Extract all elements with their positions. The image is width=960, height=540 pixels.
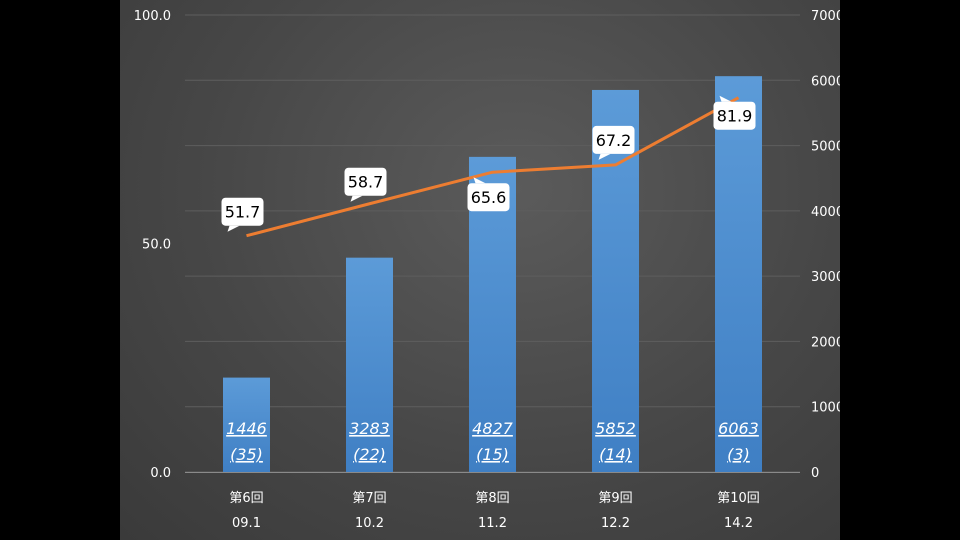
combo-chart: 0.0 50.0 100.0 0 1000 2000 3000 4000 5000 6000 700… <box>134 9 840 531</box>
line-value-label: 65.6 <box>471 188 507 207</box>
line-label-pointer <box>350 195 363 202</box>
right-axis-tick-label: 4000 <box>811 205 840 220</box>
line-label-pointer <box>719 95 732 102</box>
right-axis-tick-label: 3000 <box>811 270 840 285</box>
bar-count-label: (15) <box>476 445 509 464</box>
right-axis-tick-label: 2000 <box>811 335 840 350</box>
x-category-label: 第6回 <box>229 491 263 506</box>
chart-panel: 0.0 50.0 100.0 0 1000 2000 3000 4000 5000 6000 700… <box>120 0 840 540</box>
line-value-label: 58.7 <box>348 173 384 192</box>
line-label-pointer <box>473 177 486 184</box>
left-axis-tick-label: 50.0 <box>142 238 171 253</box>
x-category-sublabel: 10.2 <box>355 516 384 531</box>
line-label-pointer <box>227 225 240 232</box>
x-category-label: 第8回 <box>475 491 509 506</box>
line-value-label: 81.9 <box>717 107 753 126</box>
left-axis-tick-label: 0.0 <box>150 466 171 481</box>
left-axis-tick-label: 100.0 <box>134 9 171 24</box>
bar-series <box>223 76 762 473</box>
bar-count-label: (3) <box>727 445 750 464</box>
x-category-label: 第10回 <box>717 491 760 506</box>
x-category-sublabel: 14.2 <box>724 516 753 531</box>
bar-value-label: 1446 <box>226 419 267 438</box>
data-labels: 1446 (35) 3283 (22) 4827 (15) 5852 (14) 6063 (3) 5… <box>221 95 759 464</box>
bar <box>346 257 393 472</box>
x-category-label: 第7回 <box>352 491 386 506</box>
x-category-label: 第9回 <box>598 491 632 506</box>
line-label-box <box>592 125 635 154</box>
right-axis-tick-label: 5000 <box>811 140 840 155</box>
bar-value-label: 4827 <box>472 419 514 438</box>
bar-count-label: (14) <box>599 445 632 464</box>
bar <box>715 76 762 472</box>
line-label-box <box>221 197 264 226</box>
x-category-sublabel: 12.2 <box>601 516 630 531</box>
bar-value-label: 5852 <box>595 419 636 438</box>
line-label-box <box>467 183 510 212</box>
x-category-sublabel: 11.2 <box>478 516 507 531</box>
line-value-label: 67.2 <box>596 131 632 150</box>
line-label-box <box>713 101 756 130</box>
bar <box>223 377 270 472</box>
right-axis-tick-label: 7000 <box>811 9 840 24</box>
bar-count-label: (22) <box>353 445 386 464</box>
bar-value-label: 3283 <box>349 419 390 438</box>
line-value-label: 51.7 <box>225 203 261 222</box>
x-category-sublabel: 09.1 <box>232 516 261 531</box>
line-series <box>246 96 740 238</box>
line-label-pointer <box>598 153 611 160</box>
line-path <box>246 96 740 238</box>
bar-count-label: (35) <box>230 445 263 464</box>
line-label-box <box>344 167 387 196</box>
axes: 0.0 50.0 100.0 0 1000 2000 3000 4000 5000 6000 700… <box>134 9 840 531</box>
bar-value-label: 6063 <box>718 419 759 438</box>
right-axis-tick-label: 0 <box>811 466 819 481</box>
right-axis-tick-label: 1000 <box>811 401 840 416</box>
right-axis-tick-label: 6000 <box>811 74 840 89</box>
